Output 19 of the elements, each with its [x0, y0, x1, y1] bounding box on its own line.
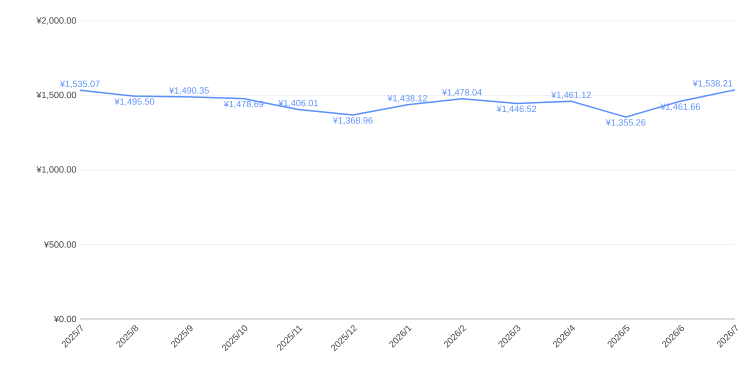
y-tick-label: ¥500.00	[44, 241, 76, 248]
data-label: ¥1,495.50	[114, 98, 154, 106]
data-label: ¥1,438.12	[387, 95, 428, 103]
y-tick-label: ¥1,500.00	[36, 92, 76, 100]
data-label: ¥1,490.35	[169, 87, 209, 95]
data-label: ¥1,478.69	[224, 100, 264, 108]
y-tick-label: ¥1,000.00	[36, 166, 76, 174]
data-label: ¥1,538.21	[692, 80, 732, 88]
data-label: ¥1,406.01	[278, 100, 318, 108]
line-series	[79, 89, 736, 118]
y-tick-label: ¥2,000.00	[36, 17, 76, 25]
data-label: ¥1,355.26	[606, 119, 646, 127]
data-label: ¥1,535.07	[60, 80, 100, 88]
data-label: ¥1,461.66	[660, 103, 700, 111]
data-label: ¥1,478.04	[442, 89, 482, 97]
y-tick-label: ¥0.00	[54, 316, 76, 322]
data-label: ¥1,461.12	[551, 92, 591, 100]
data-label: ¥1,368.96	[332, 117, 373, 125]
data-label: ¥1,446.52	[496, 106, 536, 114]
